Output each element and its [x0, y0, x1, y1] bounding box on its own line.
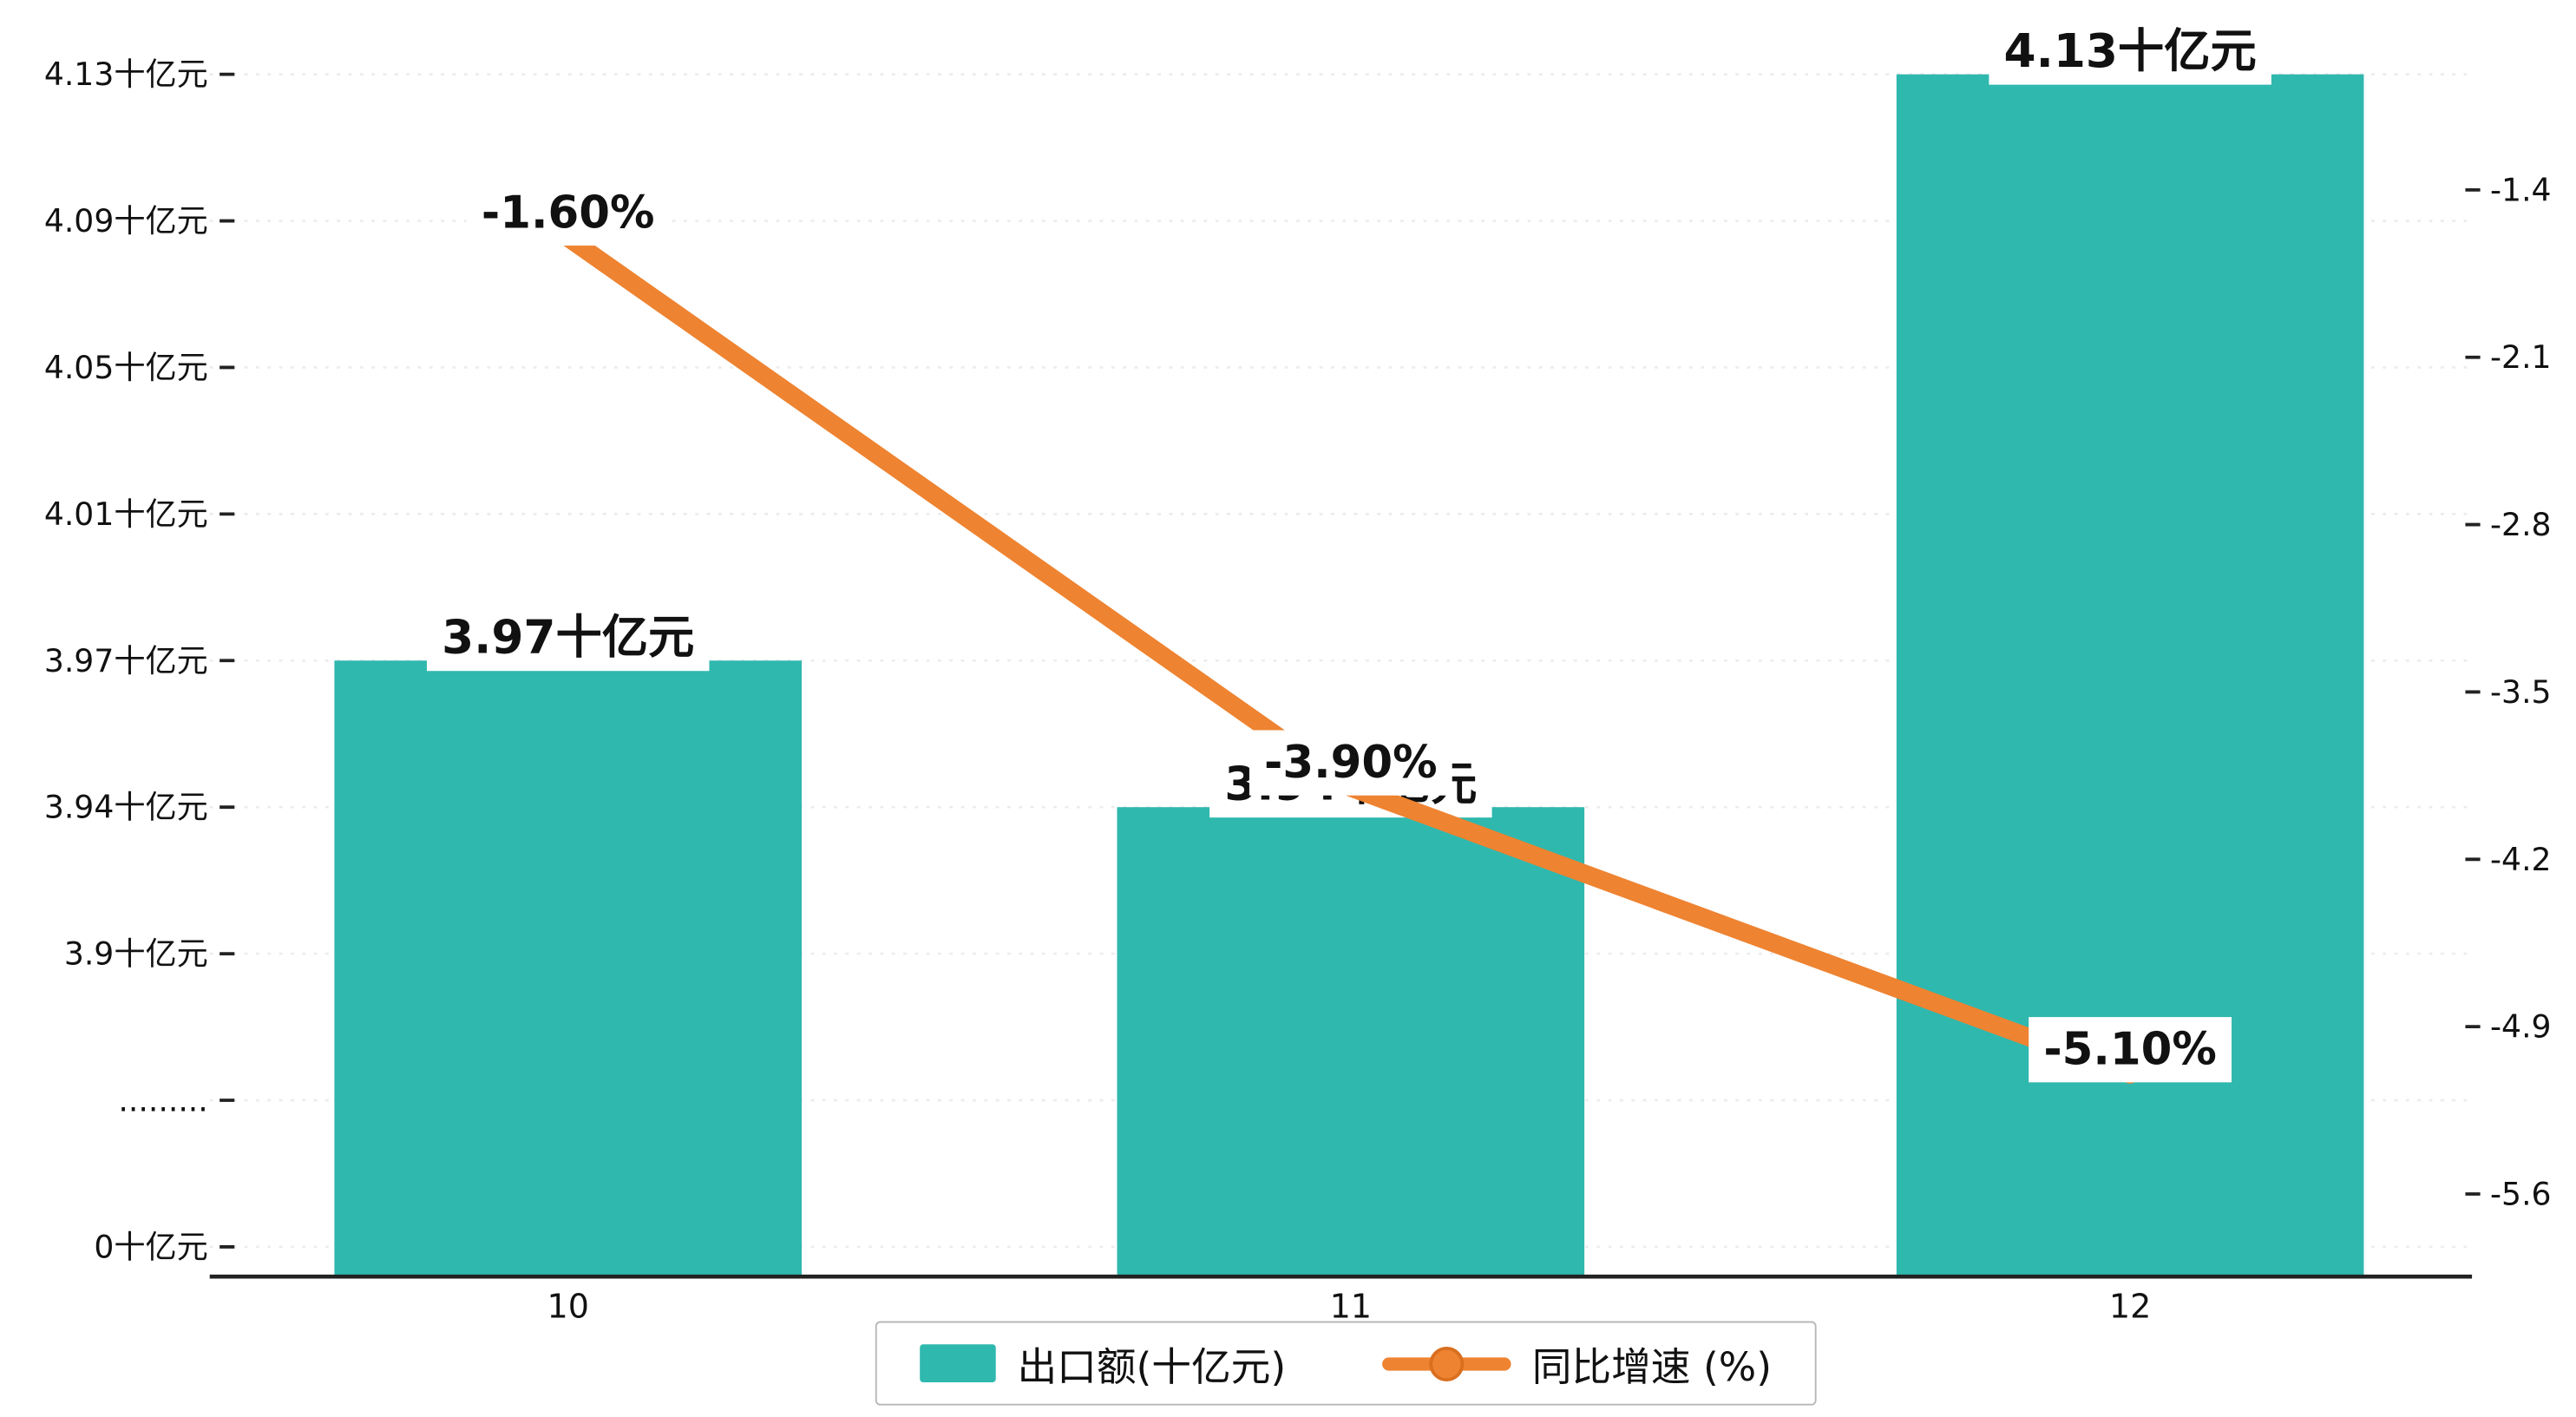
- left-tick-label: 3.94十亿元: [44, 789, 208, 826]
- line-dot-icon: [1381, 1343, 1511, 1383]
- left-tick-label: 4.05十亿元: [44, 349, 208, 386]
- bar-label-bg: [1989, 17, 2271, 85]
- left-tick-label: 4.09十亿元: [44, 202, 208, 239]
- bar-label: 3.97十亿元: [442, 611, 694, 665]
- legend-item-growth[interactable]: 同比增速 (%): [1381, 1335, 1773, 1393]
- line-label: -3.90%: [1264, 737, 1438, 789]
- line-label: -1.60%: [482, 187, 655, 239]
- x-tick-label: 12: [2109, 1287, 2151, 1325]
- right-tick-label: -4.9: [2490, 1008, 2552, 1046]
- left-tick-label: 3.97十亿元: [44, 642, 208, 679]
- right-tick-label: -2.8: [2490, 506, 2552, 543]
- right-tick-label: -3.5: [2490, 673, 2552, 711]
- legend-label-growth: 同比增速 (%): [1531, 1344, 1773, 1391]
- line-label-bg: [2029, 1017, 2232, 1083]
- right-tick-label: -1.4: [2490, 171, 2552, 208]
- line-label-bg: [1249, 730, 1452, 796]
- left-tick-label: 3.9十亿元: [64, 935, 208, 973]
- right-tick-label: -2.1: [2490, 338, 2552, 376]
- line-label: -5.10%: [2043, 1024, 2217, 1076]
- legend-item-exports[interactable]: 出口额(十亿元): [920, 1335, 1286, 1393]
- bar-label: 4.13十亿元: [2004, 24, 2257, 78]
- legend: 出口额(十亿元) 同比增速 (%): [875, 1321, 1817, 1406]
- x-tick-label: 10: [547, 1287, 588, 1325]
- left-tick-label: 0十亿元: [94, 1228, 207, 1265]
- bar-month-11[interactable]: [1117, 807, 1585, 1277]
- right-tick-label: -5.6: [2490, 1176, 2552, 1213]
- bar-month-10[interactable]: [334, 660, 803, 1277]
- line-marker-dot: [1428, 1346, 1464, 1381]
- left-tick-label: 4.01十亿元: [44, 495, 208, 533]
- bar-label-bg: [426, 604, 710, 672]
- x-tick-label: 11: [1330, 1287, 1372, 1325]
- left-tick-label: 4.13十亿元: [44, 56, 208, 93]
- left-tick-label: .........: [118, 1082, 207, 1119]
- legend-label-exports: 出口额(十亿元): [1017, 1344, 1287, 1391]
- bar-month-12[interactable]: [1896, 74, 2364, 1277]
- bar-swatch-icon: [920, 1344, 996, 1382]
- right-tick-label: -4.2: [2490, 841, 2552, 878]
- line-label-bg: [466, 180, 670, 246]
